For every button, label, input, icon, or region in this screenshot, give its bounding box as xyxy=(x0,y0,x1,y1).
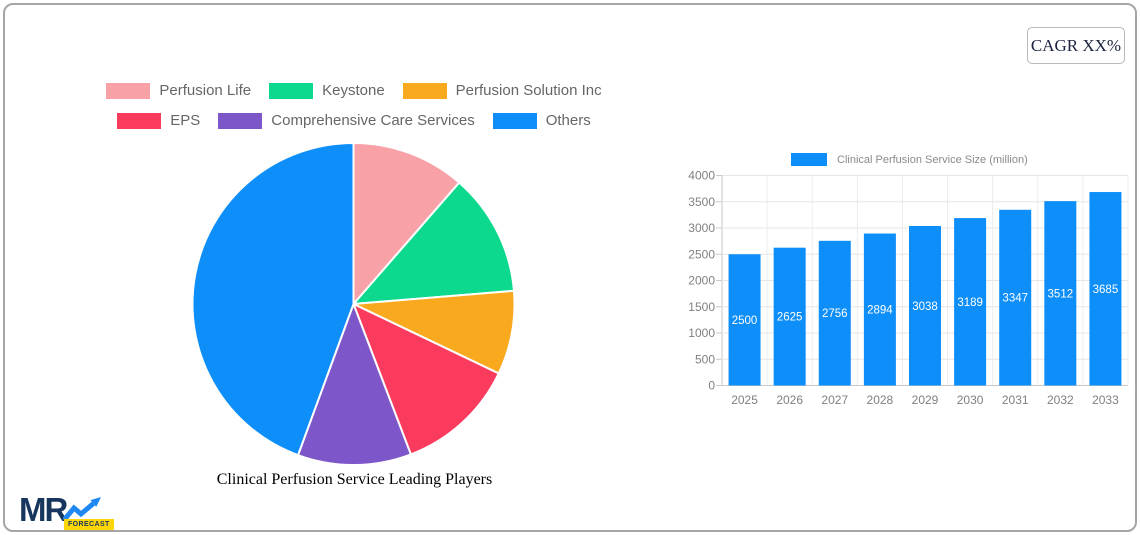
x-axis-label: 2029 xyxy=(912,393,939,407)
bar-2026 xyxy=(773,247,806,386)
y-axis-label: 2000 xyxy=(688,274,715,288)
bar-value-label: 3189 xyxy=(957,297,983,309)
bar-value-label: 2625 xyxy=(777,312,803,324)
bar-2030 xyxy=(954,218,987,386)
x-axis-label: 2025 xyxy=(731,393,758,407)
x-axis-label: 2028 xyxy=(867,393,894,407)
y-axis-label: 4000 xyxy=(688,169,715,183)
legend-swatch-eps xyxy=(117,112,162,129)
bar-value-label: 2756 xyxy=(822,308,848,320)
x-axis-label: 2031 xyxy=(1002,393,1029,407)
pie-chart xyxy=(191,141,516,466)
bar-2028 xyxy=(863,233,896,386)
pie-slice-others xyxy=(191,141,355,457)
cagr-badge: CAGR XX% xyxy=(1027,27,1125,64)
legend-item-keystone[interactable]: Keystone xyxy=(269,82,385,99)
bar-chart: 0 500 1000 1500 2000 2500 3000 3500 4000 2500 2025… xyxy=(688,169,1129,407)
bar-value-label: 2500 xyxy=(732,315,758,327)
legend-item-perfusion-life[interactable]: Perfusion Life xyxy=(106,82,251,99)
pie-chart-title: Clinical Perfusion Service Leading Playe… xyxy=(216,471,493,488)
mr-forecast-logo: MR FORECAST xyxy=(19,491,114,535)
legend-item-comprehensive-care-services[interactable]: Comprehensive Care Services xyxy=(218,112,475,129)
pie-slice-keystone xyxy=(351,181,516,306)
logo-text: MR xyxy=(19,491,68,528)
x-axis-label: 2032 xyxy=(1047,393,1074,407)
y-axis-label: 1000 xyxy=(688,326,715,340)
trend-arrow-icon xyxy=(63,497,101,522)
pie-slice-perfusion-solution-inc xyxy=(349,289,516,375)
legend-swatch-comprehensive-care-services xyxy=(218,112,263,129)
y-axis-label: 0 xyxy=(708,379,715,393)
pie-legend-row: EPS Comprehensive Care Services Others xyxy=(34,112,674,129)
y-axis-label: 500 xyxy=(695,352,715,366)
pie-legend: Perfusion Life Keystone Perfusion Solution… xyxy=(34,82,674,142)
legend-label: Perfusion Solution Inc xyxy=(455,82,602,99)
bar-2025 xyxy=(728,254,761,386)
bar-value-label: 3685 xyxy=(1093,284,1119,296)
legend-swatch-keystone xyxy=(269,82,314,99)
bar-2033 xyxy=(1089,192,1122,386)
x-axis-label: 2026 xyxy=(776,393,803,407)
legend-swatch-others xyxy=(492,112,537,129)
bar-2029 xyxy=(909,226,941,386)
y-axis-label: 2500 xyxy=(688,247,715,261)
bar-legend-label: Clinical Perfusion Service Size (million… xyxy=(837,153,1028,166)
bar-2027 xyxy=(818,240,851,386)
legend-item-perfusion-solution-inc[interactable]: Perfusion Solution Inc xyxy=(402,82,602,99)
legend-item-others[interactable]: Others xyxy=(492,112,591,129)
legend-label: Comprehensive Care Services xyxy=(271,112,475,129)
legend-label: EPS xyxy=(170,112,201,129)
legend-item-eps[interactable]: EPS xyxy=(117,112,200,129)
y-axis-label: 3500 xyxy=(688,195,715,209)
legend-swatch-perfusion-life xyxy=(106,82,151,99)
y-axis-label: 3000 xyxy=(688,221,715,235)
chart-card: CAGR XX% Perfusion Life Keystone Perfusion… xyxy=(3,3,1137,532)
bar-legend-swatch xyxy=(791,153,827,166)
pie-legend-row: Perfusion Life Keystone Perfusion Solution… xyxy=(34,82,674,99)
bar-2031 xyxy=(999,209,1032,386)
legend-label: Others xyxy=(545,112,591,129)
bar-value-label: 2894 xyxy=(867,305,893,317)
y-axis-label: 1500 xyxy=(688,300,715,314)
pie-slice-comprehensive-care-services xyxy=(296,301,413,466)
bar-value-label: 3347 xyxy=(1002,293,1028,305)
pie-slice-perfusion-life xyxy=(352,141,461,307)
bar-2032 xyxy=(1044,201,1077,386)
pie-slice-eps xyxy=(351,302,501,456)
bar-value-label: 3038 xyxy=(912,301,938,313)
x-axis-label: 2033 xyxy=(1092,393,1119,407)
x-axis-label: 2027 xyxy=(821,393,848,407)
legend-swatch-perfusion-solution-inc xyxy=(402,82,447,99)
x-axis-label: 2030 xyxy=(957,393,984,407)
bar-chart-legend[interactable]: Clinical Perfusion Service Size (million… xyxy=(791,153,1028,166)
bar-value-label: 3512 xyxy=(1048,288,1074,300)
logo-badge: FORECAST xyxy=(64,519,114,530)
legend-label: Keystone xyxy=(322,82,385,99)
legend-label: Perfusion Life xyxy=(159,82,252,99)
